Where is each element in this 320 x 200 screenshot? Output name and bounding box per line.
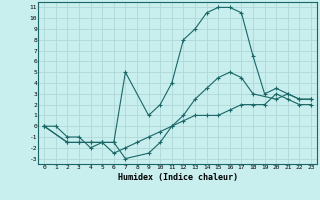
X-axis label: Humidex (Indice chaleur): Humidex (Indice chaleur) xyxy=(118,173,238,182)
